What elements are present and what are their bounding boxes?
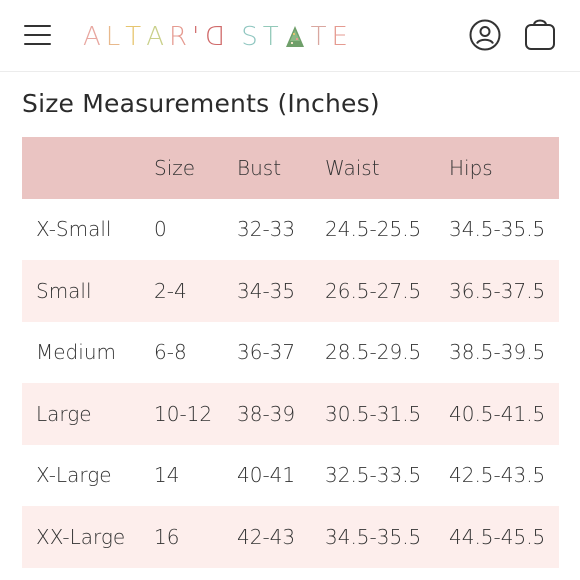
site-header: A L T A R ' D S T T E <box>0 0 580 72</box>
logo-letter: T <box>310 22 332 52</box>
size-measurements-table: Size Bust Waist Hips X-Small 0 32-33 24.… <box>22 137 559 568</box>
size-label: X-Large <box>36 463 112 488</box>
column-header <box>22 137 154 199</box>
waist-value: 24.5-25.5 <box>325 217 422 242</box>
size-label: Medium <box>36 340 116 365</box>
table-row: Medium 6-8 36-37 28.5-29.5 38.5-39.5 <box>22 321 559 383</box>
waist-value: 26.5-27.5 <box>325 278 422 303</box>
hips-value: 38.5-39.5 <box>449 340 546 365</box>
waist-value: 28.5-29.5 <box>325 340 422 365</box>
hamburger-menu-icon[interactable] <box>24 23 52 47</box>
logo-letter: L <box>105 22 126 52</box>
logo-letter: A <box>83 22 106 52</box>
size-value: 16 <box>154 524 180 549</box>
logo-letter: T <box>262 22 284 52</box>
waist-value: 30.5-31.5 <box>325 401 422 426</box>
size-label: Small <box>36 278 92 303</box>
logo-letter: A <box>146 22 169 52</box>
table-row: X-Large 14 40-41 32.5-33.5 42.5-43.5 <box>22 444 559 506</box>
size-label: X-Small <box>36 217 112 242</box>
bust-value: 32-33 <box>237 217 296 242</box>
column-header-hips: Hips <box>449 155 493 180</box>
waist-value: 32.5-33.5 <box>325 463 422 488</box>
bust-value: 36-37 <box>237 340 296 365</box>
bust-value: 42-43 <box>237 524 296 549</box>
shopping-bag-icon[interactable] <box>524 17 556 51</box>
hips-value: 44.5-45.5 <box>449 524 546 549</box>
table-row: Small 2-4 34-35 26.5-27.5 36.5-37.5 <box>22 260 559 322</box>
table-row: X-Small 0 32-33 24.5-25.5 34.5-35.5 <box>22 198 559 260</box>
logo-letter: T <box>125 22 147 52</box>
hips-value: 42.5-43.5 <box>449 463 546 488</box>
size-value: 6-8 <box>154 340 187 365</box>
column-header-waist: Waist <box>325 155 380 180</box>
hips-value: 40.5-41.5 <box>449 401 546 426</box>
column-header-size: Size <box>154 155 196 180</box>
size-value: 2-4 <box>154 278 187 303</box>
table-row: XX-Large 16 42-43 34.5-35.5 44.5-45.5 <box>22 506 559 568</box>
bust-value: 40-41 <box>237 463 296 488</box>
hips-value: 36.5-37.5 <box>449 278 546 303</box>
logo-tree-icon <box>284 25 306 49</box>
hips-value: 34.5-35.5 <box>449 217 546 242</box>
size-label: Large <box>36 401 92 426</box>
size-value: 14 <box>154 463 180 488</box>
logo-letter: D <box>200 22 226 52</box>
waist-value: 34.5-35.5 <box>325 524 422 549</box>
size-value: 10-12 <box>154 401 213 426</box>
size-label: XX-Large <box>36 524 126 549</box>
logo-letter: ' <box>192 22 201 52</box>
table-header-row: Size Bust Waist Hips <box>22 137 559 199</box>
brand-logo[interactable]: A L T A R ' D S T T E <box>83 22 353 52</box>
column-header-bust: Bust <box>237 155 282 180</box>
page-title: Size Measurements (Inches) <box>22 89 380 118</box>
bust-value: 38-39 <box>237 401 296 426</box>
logo-letter: E <box>331 22 353 52</box>
user-account-icon[interactable] <box>469 19 501 51</box>
logo-letter: S <box>241 22 263 52</box>
bust-value: 34-35 <box>237 278 296 303</box>
logo-letter: R <box>168 22 193 52</box>
size-value: 0 <box>154 217 167 242</box>
table-row: Large 10-12 38-39 30.5-31.5 40.5-41.5 <box>22 383 559 445</box>
